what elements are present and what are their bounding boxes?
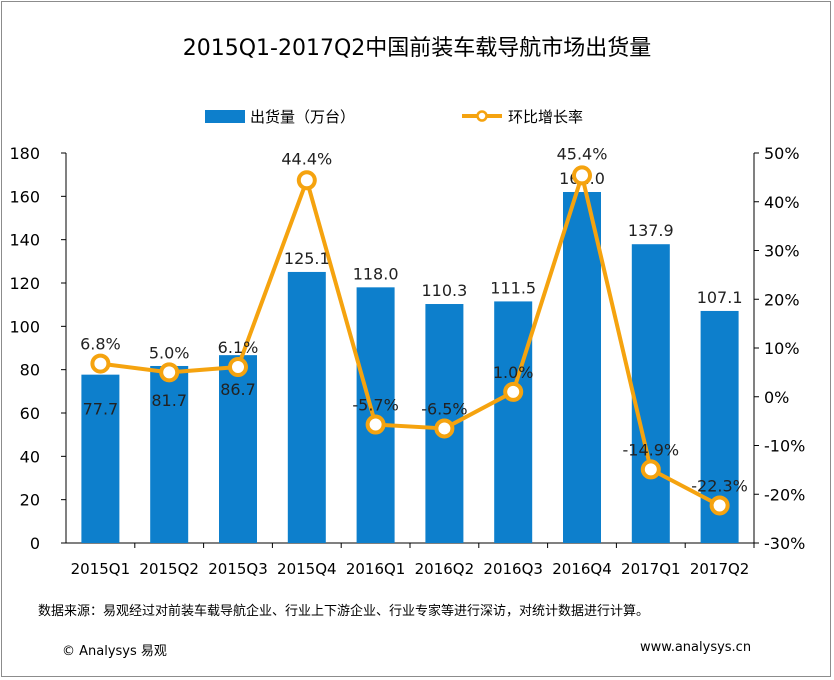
copyright-text: © Analysys 易观 (62, 644, 167, 659)
bar-value-label: 81.7 (151, 391, 187, 410)
growth-rate-label: 1.0% (493, 363, 534, 382)
growth-rate-marker (365, 414, 386, 435)
bar (287, 271, 326, 543)
x-tick-label: 2017Q1 (621, 560, 681, 578)
x-tick-label: 2015Q1 (71, 560, 131, 578)
growth-rate-label: -22.3% (691, 476, 748, 495)
growth-rate-marker (90, 353, 111, 374)
bar-value-label: 77.7 (83, 400, 119, 419)
bar (150, 365, 189, 543)
left-tick-label: 60 (20, 404, 40, 423)
right-tick-label: 40% (764, 193, 800, 212)
right-tick-label: 10% (764, 339, 800, 358)
right-tick-label: 20% (764, 290, 800, 309)
bar-value-label: 107.1 (697, 288, 743, 307)
chart-title: 2015Q1-2017Q2中国前装车载导航市场出货量 (183, 36, 652, 61)
x-tick-label: 2016Q3 (483, 560, 543, 578)
growth-rate-marker (296, 170, 317, 191)
growth-rate-label: 44.4% (281, 149, 332, 168)
left-tick-label: 80 (20, 361, 40, 380)
legend-line-marker (476, 110, 488, 122)
website-text: www.analysys.cn (640, 640, 752, 655)
left-tick-label: 180 (9, 144, 40, 163)
x-tick-label: 2016Q4 (552, 560, 612, 578)
x-tick-label: 2015Q2 (139, 560, 199, 578)
x-tick-label: 2015Q4 (277, 560, 337, 578)
bar (631, 244, 670, 543)
growth-rate-label: 45.4% (557, 144, 608, 163)
x-tick-label: 2015Q3 (208, 560, 268, 578)
right-tick-label: -30% (764, 534, 805, 553)
left-tick-label: 40 (20, 447, 40, 466)
growth-rate-marker (434, 418, 455, 439)
growth-rate-marker (709, 495, 730, 516)
x-tick-label: 2016Q2 (415, 560, 475, 578)
bar (563, 192, 601, 543)
growth-rate-label: -6.5% (421, 399, 467, 418)
growth-rate-marker (640, 459, 661, 480)
right-tick-label: 0% (764, 388, 789, 407)
right-tick-label: -20% (764, 485, 805, 504)
left-tick-label: 140 (9, 231, 40, 250)
growth-rate-label: -5.7% (352, 396, 398, 415)
growth-rate-label: 5.0% (149, 343, 190, 362)
x-tick-label: 2016Q1 (346, 560, 406, 578)
bar-value-label: 110.3 (421, 281, 467, 300)
legend-bar-label: 出货量（万台） (250, 108, 355, 126)
growth-rate-marker (503, 381, 524, 402)
bar-value-label: 118.0 (353, 264, 399, 283)
left-tick-label: 20 (20, 491, 40, 510)
growth-rate-label: -14.9% (622, 440, 679, 459)
bar (494, 301, 533, 543)
growth-rate-marker (159, 362, 180, 383)
right-tick-label: -10% (764, 437, 805, 456)
left-tick-label: 100 (9, 317, 40, 336)
growth-rate-label: 6.8% (80, 335, 121, 354)
right-tick-label: 50% (764, 144, 800, 163)
bar (81, 374, 120, 543)
growth-rate-line (100, 173, 721, 508)
bar (219, 355, 257, 543)
growth-rate-marker (228, 357, 248, 378)
bar-value-label: 125.1 (284, 249, 330, 268)
legend-bar-swatch (205, 110, 245, 123)
legend-line-label: 环比增长率 (508, 108, 583, 126)
right-tick-label: 30% (764, 242, 800, 261)
left-tick-label: 160 (9, 187, 40, 206)
left-tick-label: 120 (9, 274, 40, 293)
left-tick-label: 0 (30, 534, 40, 553)
x-tick-label: 2017Q2 (690, 560, 750, 578)
bar-value-label: 137.9 (628, 221, 674, 240)
growth-rate-label: 6.1% (218, 338, 259, 357)
data-source-note: 数据来源：易观经过对前装车载导航企业、行业上下游企业、行业专家等进行深访，对统计… (38, 604, 650, 619)
bar-value-label: 111.5 (490, 278, 536, 297)
growth-rate-marker (572, 165, 592, 186)
bar-value-label: 86.7 (220, 380, 256, 399)
